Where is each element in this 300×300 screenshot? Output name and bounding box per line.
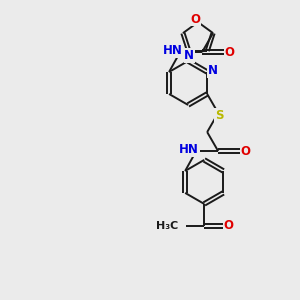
Text: O: O	[224, 219, 233, 232]
Text: HN: HN	[163, 44, 183, 57]
Text: O: O	[241, 145, 251, 158]
Text: S: S	[215, 109, 224, 122]
Text: N: N	[208, 64, 218, 77]
Text: HN: HN	[179, 143, 199, 156]
Text: O: O	[225, 46, 235, 59]
Text: N: N	[184, 49, 194, 62]
Text: O: O	[190, 13, 200, 26]
Text: H₃C: H₃C	[156, 221, 178, 231]
